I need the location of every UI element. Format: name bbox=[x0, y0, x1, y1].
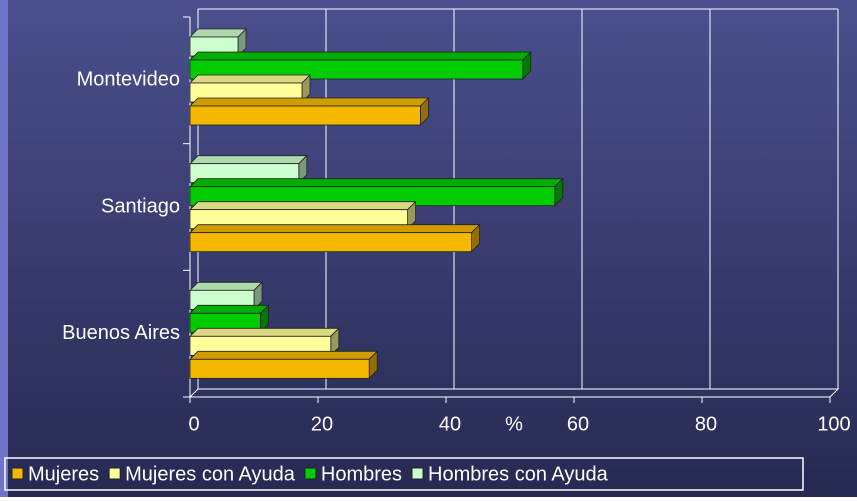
bar-top bbox=[189, 224, 481, 234]
bar-top bbox=[189, 178, 564, 188]
y-tick-label: Buenos Aires bbox=[62, 322, 180, 344]
bar-front bbox=[189, 358, 370, 379]
bar bbox=[189, 28, 247, 57]
bar-top bbox=[189, 28, 247, 38]
bar-front bbox=[189, 105, 421, 126]
legend-box bbox=[4, 457, 804, 491]
bar bbox=[189, 51, 532, 80]
bar bbox=[189, 97, 430, 126]
x-tick-label: 20 bbox=[311, 413, 333, 435]
legend-swatch bbox=[11, 467, 24, 480]
bar bbox=[189, 281, 263, 311]
bar-top bbox=[189, 350, 379, 360]
legend-label: Mujeres bbox=[28, 463, 99, 485]
legend-swatch bbox=[411, 467, 424, 480]
bar bbox=[189, 74, 311, 103]
bar-top bbox=[189, 155, 308, 165]
bar-top bbox=[189, 281, 263, 291]
bar-top bbox=[189, 304, 270, 314]
legend-label: Mujeres con Ayuda bbox=[125, 463, 296, 485]
x-axis-label: % bbox=[505, 413, 523, 435]
bar bbox=[189, 223, 481, 253]
bar-front bbox=[189, 59, 524, 80]
legend-label: Hombres con Ayuda bbox=[428, 463, 609, 485]
legend-swatch bbox=[304, 467, 317, 480]
x-tick-label: 60 bbox=[567, 413, 589, 435]
bar-top bbox=[189, 327, 340, 337]
bar bbox=[189, 350, 379, 380]
bar-top bbox=[189, 97, 430, 107]
legend-label: Hombres bbox=[321, 463, 402, 485]
x-tick-label: 40 bbox=[439, 413, 461, 435]
x-tick-label: 100 bbox=[817, 413, 850, 435]
x-tick-label: 80 bbox=[695, 413, 717, 435]
bar-front bbox=[189, 232, 473, 253]
bar-top bbox=[189, 201, 417, 211]
bar-top bbox=[189, 74, 311, 84]
legend-swatch bbox=[108, 467, 121, 480]
x-tick-label: 0 bbox=[188, 413, 199, 435]
bar bbox=[189, 304, 270, 334]
side-strip bbox=[0, 0, 8, 497]
y-tick-label: Montevideo bbox=[77, 69, 180, 91]
bar bbox=[189, 177, 564, 207]
y-tick-label: Santiago bbox=[101, 195, 180, 217]
bar-top bbox=[189, 51, 532, 61]
